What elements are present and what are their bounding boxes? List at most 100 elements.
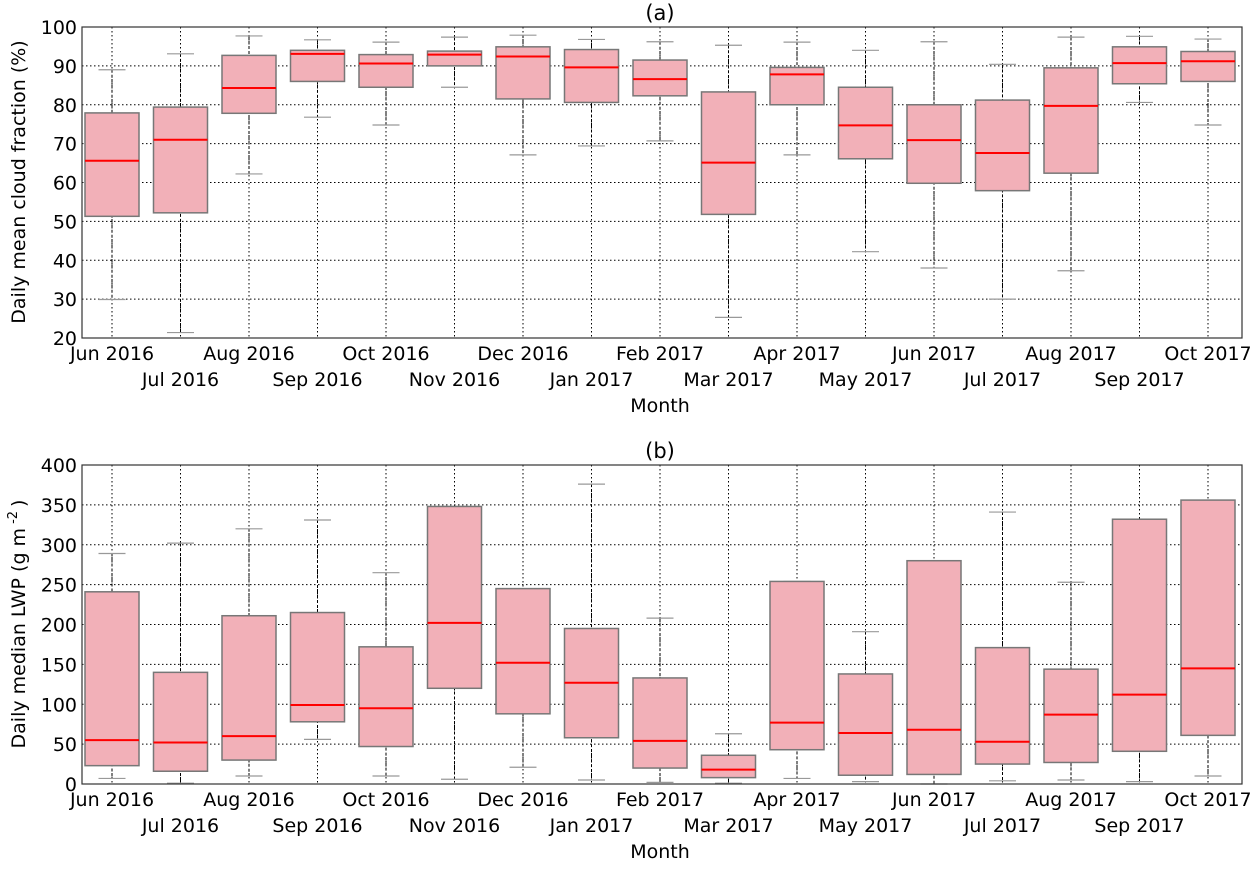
y-tick-label: 350 <box>41 495 77 517</box>
box-oct-2017 <box>1180 38 1236 126</box>
box-iqr <box>1043 67 1099 174</box>
box-aug-2016 <box>221 528 277 777</box>
x-tick-label: Oct 2016 <box>342 789 429 811</box>
x-tick-label: Sep 2017 <box>1094 815 1184 837</box>
x-tick-label: Jul 2017 <box>963 815 1041 837</box>
box-aug-2016 <box>221 35 277 175</box>
y-tick-label: 90 <box>53 56 77 78</box>
panel-a-ylabel: Daily mean cloud fraction (%) <box>8 40 30 323</box>
box-iqr <box>495 46 551 100</box>
box-jan-2017 <box>563 38 620 147</box>
box-mar-2017 <box>700 44 757 318</box>
box-may-2017 <box>837 49 894 253</box>
box-jul-2016 <box>152 53 209 334</box>
box-may-2017 <box>837 631 894 783</box>
panel-b-title: (b) <box>645 439 675 463</box>
box-nov-2016 <box>426 36 483 88</box>
panel-a-xlabel: Month <box>630 395 690 417</box>
x-tick-label: May 2017 <box>819 369 913 391</box>
x-tick-label: Aug 2017 <box>1025 789 1117 811</box>
panel-b-ylabel-sup: -2 <box>6 511 21 524</box>
box-iqr <box>837 673 894 776</box>
box-iqr <box>906 559 962 776</box>
y-tick-label: 300 <box>41 535 77 557</box>
box-iqr <box>974 646 1031 765</box>
box-iqr <box>632 59 688 97</box>
y-tick-label: 70 <box>53 134 77 156</box>
y-tick-label: 30 <box>53 289 77 311</box>
x-tick-label: Jan 2017 <box>549 369 634 391</box>
box-sep-2016 <box>289 519 346 740</box>
box-iqr <box>906 104 962 185</box>
box-iqr <box>1111 46 1168 85</box>
panel-b-xlabel: Month <box>630 841 690 863</box>
plot-frame <box>81 26 1243 339</box>
box-mar-2017 <box>700 733 757 784</box>
box-iqr <box>152 106 209 214</box>
box-iqr <box>1180 50 1236 83</box>
box-iqr <box>152 671 209 772</box>
box-aug-2017 <box>1043 581 1099 781</box>
box-sep-2016 <box>289 39 346 118</box>
x-tick-label: Jun 2016 <box>69 343 154 365</box>
box-iqr <box>837 86 894 160</box>
x-tick-label: Sep 2016 <box>272 815 362 837</box>
plot-frame <box>81 464 1243 785</box>
box-iqr <box>84 591 140 767</box>
box-jun-2017 <box>906 41 962 269</box>
x-tick-label: Jul 2016 <box>141 369 219 391</box>
panel-a: (a) Month Daily mean cloud fraction (%) … <box>8 1 1252 417</box>
x-tick-label: Mar 2017 <box>683 815 773 837</box>
y-tick-label: 80 <box>53 95 77 117</box>
box-jun-2016 <box>84 552 140 780</box>
y-tick-label: 60 <box>53 173 77 195</box>
box-iqr <box>289 611 346 723</box>
x-tick-label: Dec 2016 <box>477 789 568 811</box>
box-jun-2016 <box>84 69 140 301</box>
box-iqr <box>769 66 825 106</box>
box-iqr <box>974 99 1031 192</box>
x-tick-label: Sep 2016 <box>272 369 362 391</box>
box-iqr <box>358 53 414 89</box>
y-tick-label: 200 <box>41 615 77 637</box>
box-iqr <box>1043 668 1099 764</box>
box-iqr <box>84 112 140 218</box>
x-tick-label: Mar 2017 <box>683 369 773 391</box>
y-tick-label: 40 <box>53 250 77 272</box>
x-tick-label: Sep 2017 <box>1094 369 1184 391</box>
panel-b-ylabel-main: Daily median LWP (g m <box>8 528 30 749</box>
box-iqr <box>563 48 620 104</box>
x-tick-label: Apr 2017 <box>753 343 840 365</box>
box-dec-2016 <box>495 34 551 156</box>
x-tick-label: Jul 2016 <box>141 815 219 837</box>
box-feb-2017 <box>632 617 688 784</box>
box-aug-2017 <box>1043 36 1099 272</box>
box-iqr <box>289 49 346 83</box>
box-oct-2017 <box>1180 499 1236 777</box>
panel-b-ylabel-end: ) <box>8 500 30 507</box>
x-tick-label: Feb 2017 <box>616 789 704 811</box>
box-iqr <box>700 754 757 779</box>
box-oct-2016 <box>358 572 414 777</box>
box-jun-2017 <box>906 559 962 785</box>
y-tick-label: 20 <box>53 328 77 350</box>
x-tick-label: Nov 2016 <box>409 369 500 391</box>
box-feb-2017 <box>632 41 688 142</box>
box-jul-2017 <box>974 511 1031 782</box>
x-tick-label: Jul 2017 <box>963 369 1041 391</box>
y-tick-label: 100 <box>41 17 77 39</box>
panel-b: (b) Month Daily median LWP (g m -2 ) 0 50… <box>6 439 1252 863</box>
y-tick-label: 0 <box>65 774 77 796</box>
panel-a-title: (a) <box>645 1 674 25</box>
box-apr-2017 <box>769 580 825 780</box>
x-tick-label: Aug 2016 <box>203 343 295 365</box>
box-iqr <box>426 50 483 67</box>
y-tick-label: 50 <box>53 211 77 233</box>
box-apr-2017 <box>769 41 825 156</box>
box-iqr <box>358 646 414 748</box>
box-nov-2016 <box>426 505 483 780</box>
box-iqr <box>632 677 688 769</box>
box-iqr <box>221 54 277 115</box>
box-jul-2017 <box>974 63 1031 300</box>
